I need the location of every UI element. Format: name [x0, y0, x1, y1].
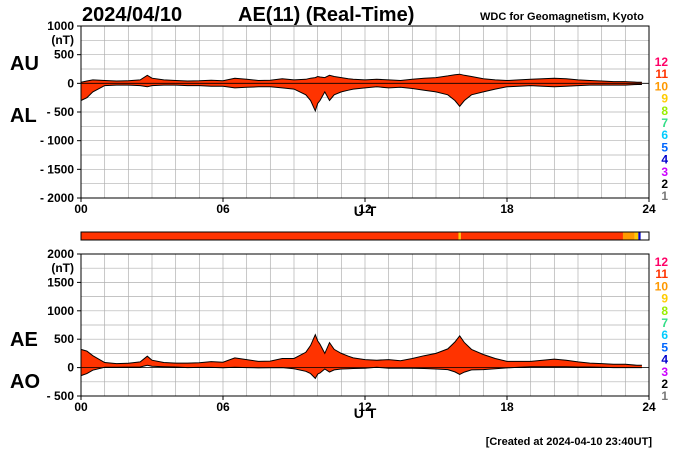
legend-count-5: 5 [661, 340, 668, 354]
y-tick-label: - 1500 [40, 162, 74, 176]
y-tick-label: 1000 [47, 304, 74, 318]
area-fill-bottom [81, 334, 642, 379]
y-tick-label: 0 [67, 76, 74, 90]
y-tick-label: 1000 [47, 19, 74, 33]
legend-count-10: 10 [655, 79, 669, 93]
chart-title: AE(11) (Real-Time) [238, 4, 415, 26]
y-units-label: (nT) [51, 261, 74, 275]
legend-count-4: 4 [661, 153, 668, 167]
station-bar-segment [638, 232, 641, 240]
legend-count-5: 5 [661, 140, 668, 154]
index-label-upper: AE [10, 329, 38, 351]
legend-count-11: 11 [655, 267, 668, 281]
y-tick-label: - 1000 [40, 134, 74, 148]
station-bar-segment [634, 232, 639, 240]
station-bar-segment [458, 232, 461, 240]
station-bar-segment [460, 232, 623, 240]
station-bar-segment [622, 232, 635, 240]
station-bar-frame [80, 231, 650, 241]
x-tick-label: 06 [216, 202, 230, 216]
index-label-lower: AO [10, 371, 40, 393]
x-tick-label: 24 [642, 400, 656, 414]
y-tick-label: 2000 [47, 247, 74, 261]
legend-count-3: 3 [661, 165, 668, 179]
legend-count-10: 10 [655, 279, 669, 293]
legend-count-3: 3 [661, 365, 668, 379]
x-tick-label: 24 [642, 202, 656, 216]
y-units-label: (nT) [51, 33, 74, 47]
legend-count-1: 1 [661, 389, 668, 403]
x-axis-label: U T [354, 203, 377, 219]
y-tick-label: 0 [67, 361, 74, 375]
y-tick-label: - 500 [47, 105, 75, 119]
y-tick-label: - 500 [47, 389, 75, 403]
legend-count-1: 1 [661, 189, 668, 203]
series-line-AU [80, 73, 642, 83]
station-bar-segment [640, 232, 649, 240]
y-tick-label: - 2000 [40, 191, 74, 205]
legend-count-4: 4 [661, 353, 668, 367]
x-tick-label: 00 [74, 400, 88, 414]
legend-count-2: 2 [661, 177, 668, 191]
x-tick-label: 12 [358, 202, 372, 216]
y-tick-label: 500 [54, 48, 74, 62]
legend-count-8: 8 [661, 304, 668, 318]
legend-count-8: 8 [661, 104, 668, 118]
legend-count-6: 6 [661, 328, 668, 342]
y-tick-label: 1500 [47, 275, 74, 289]
x-tick-label: 06 [216, 400, 230, 414]
index-label-lower: AL [10, 105, 37, 127]
x-tick-label: 18 [500, 400, 514, 414]
legend-count-7: 7 [661, 316, 668, 330]
station-bar [80, 231, 650, 241]
legend-count-12: 12 [655, 255, 669, 269]
y-tick-label: 500 [54, 332, 74, 346]
legend-count-12: 12 [655, 55, 669, 69]
index-label-upper: AU [10, 53, 39, 75]
legend-count-11: 11 [655, 67, 668, 81]
created-timestamp: [Created at 2024-04-10 23:40UT] [485, 436, 652, 448]
legend-count-9: 9 [661, 292, 668, 306]
legend-count-9: 9 [661, 92, 668, 106]
chart-date: 2024/04/10 [82, 4, 183, 26]
station-bar-segment [81, 232, 459, 240]
series-line-AL [80, 84, 642, 113]
organization-label: WDC for Geomagnetism, Kyoto [480, 11, 644, 23]
legend-count-2: 2 [661, 377, 668, 391]
x-tick-label: 00 [74, 202, 88, 216]
series-line-AE [80, 333, 642, 366]
legend-count-6: 6 [661, 128, 668, 142]
x-tick-label: 18 [500, 202, 514, 216]
x-tick-label: 12 [358, 400, 372, 414]
series-line-AO [80, 364, 642, 380]
panel-top: 1000 500 0 - 500 - 1000 - 1500 - 2000 (nT) 00 06 1… [10, 19, 668, 219]
x-axis-label: U T [354, 405, 377, 421]
legend-count-7: 7 [661, 116, 668, 130]
